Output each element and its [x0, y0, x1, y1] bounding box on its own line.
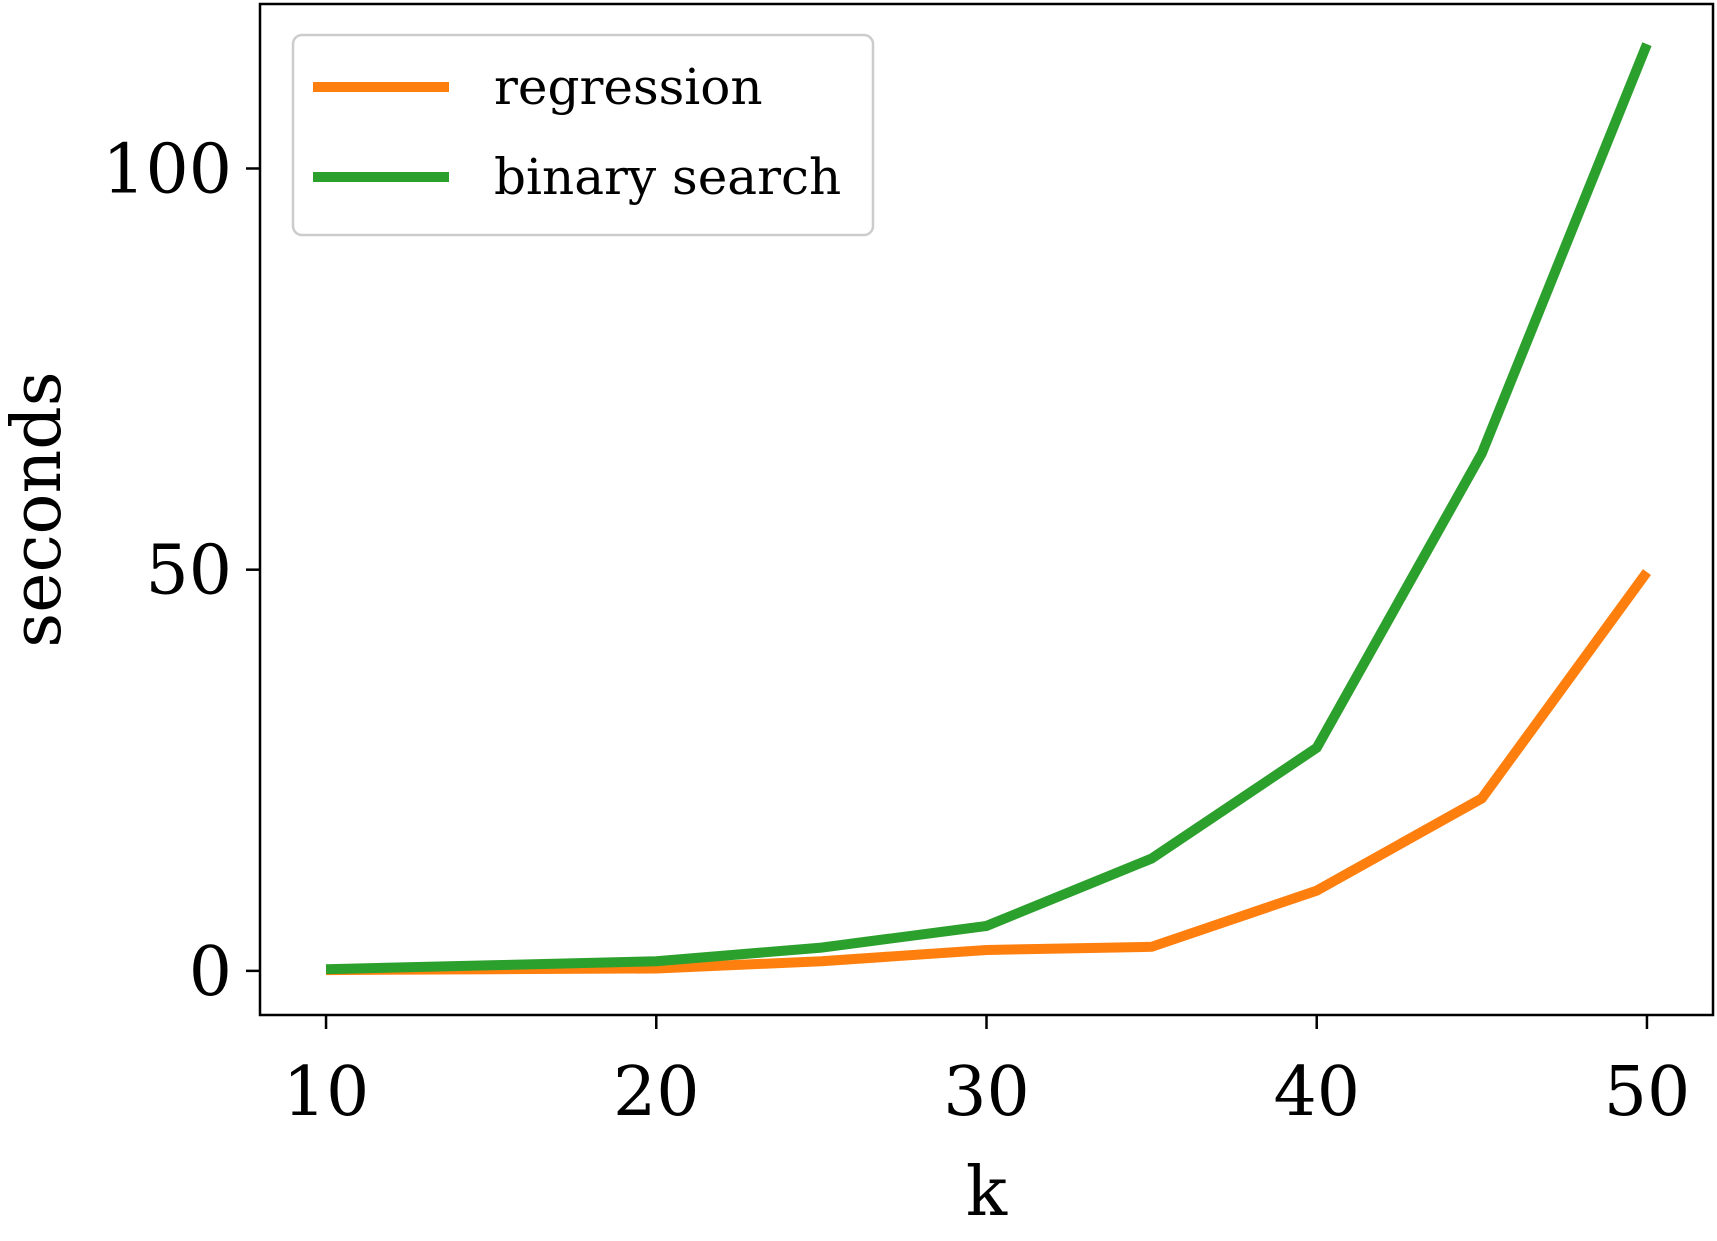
x-axis: 10 20 30 40 50 [283, 1015, 1690, 1132]
legend-label: regression [494, 58, 763, 116]
y-axis-title: seconds [0, 371, 77, 647]
y-tick-label: 100 [102, 130, 232, 209]
x-axis-title: k [966, 1153, 1008, 1232]
x-tick-label: 50 [1604, 1053, 1691, 1132]
x-tick-label: 10 [283, 1053, 370, 1132]
x-tick-label: 30 [943, 1053, 1030, 1132]
y-tick-label: 50 [145, 532, 232, 611]
y-axis: 0 50 100 [102, 130, 260, 1012]
series-line-binary-search [325, 42, 1652, 975]
x-tick-label: 40 [1273, 1053, 1360, 1132]
series-line-regression [326, 569, 1651, 976]
series-lines [325, 42, 1652, 976]
y-tick-label: 0 [189, 933, 232, 1012]
legend-label: binary search [494, 148, 841, 206]
x-tick-label: 20 [613, 1053, 700, 1132]
legend: regression binary search [291, 33, 875, 237]
